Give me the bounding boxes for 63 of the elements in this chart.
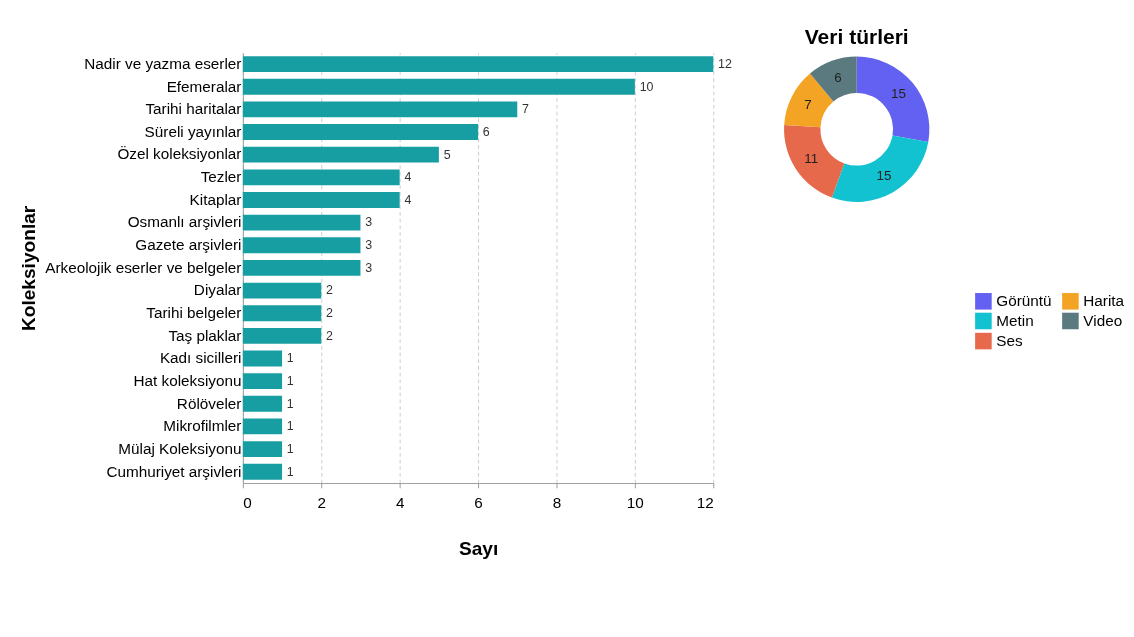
- data-label: 15: [876, 168, 892, 184]
- y-tick-label: Hat koleksiyonu: [133, 371, 242, 389]
- data-label: 2: [326, 283, 334, 298]
- data-label: 15: [891, 86, 906, 102]
- data-label: 4: [404, 170, 412, 185]
- data-label: 3: [365, 215, 373, 230]
- x-axis-title: Sayı: [458, 538, 499, 560]
- y-tick-label: Kitaplar: [189, 190, 242, 208]
- data-label: 7: [804, 96, 812, 112]
- y-tick-label: Tarihi belgeler: [146, 303, 242, 321]
- y-tick-label: Rölöveler: [176, 394, 242, 412]
- y-tick-label: Nadir ve yazma eserler: [84, 54, 242, 72]
- legend-label: Video: [1083, 311, 1123, 329]
- data-label: 1: [286, 464, 294, 479]
- data-label: 12: [718, 56, 732, 71]
- data-label: 1: [286, 351, 294, 366]
- data-label: 1: [286, 396, 294, 411]
- legend-label: Ses: [996, 331, 1023, 349]
- y-tick-label: Gazete arşivleri: [135, 236, 242, 254]
- data-label: 6: [482, 124, 490, 139]
- data-label: 2: [326, 306, 334, 321]
- donut-slice: [856, 56, 930, 142]
- donut-slice: [784, 125, 845, 198]
- y-tick-label: Cumhuriyet arşivleri: [106, 462, 242, 480]
- data-label: 2: [326, 328, 334, 343]
- y-tick-label: Efemeralar: [166, 77, 242, 95]
- y-tick-label: Mikrofilmler: [163, 417, 242, 435]
- x-tick-label: 12: [696, 494, 714, 512]
- y-axis-title: Koleksiyonlar: [17, 205, 39, 332]
- y-tick-label: Diyalar: [193, 281, 242, 299]
- x-tick-label: 6: [474, 494, 483, 512]
- y-tick-label: Mülaj Koleksiyonu: [118, 439, 242, 457]
- data-label: 1: [286, 419, 294, 434]
- data-label: 6: [834, 69, 842, 85]
- x-tick-label: 4: [395, 494, 405, 512]
- data-label: 5: [443, 147, 451, 162]
- data-label: 3: [365, 260, 373, 275]
- y-tick-label: Tarihi haritalar: [145, 100, 242, 118]
- x-tick-label: 10: [626, 494, 644, 512]
- x-tick-label: 2: [317, 494, 326, 512]
- data-label: 11: [804, 151, 819, 167]
- y-tick-label: Osmanlı arşivleri: [127, 213, 242, 231]
- data-label: 4: [404, 192, 412, 207]
- donut-slice: [831, 135, 929, 202]
- legend-label: Görüntü: [996, 292, 1052, 310]
- data-label: 7: [522, 102, 530, 117]
- x-tick-label: 0: [243, 494, 252, 512]
- y-tick-label: Özel koleksiyonlar: [117, 145, 242, 163]
- data-label: 1: [286, 441, 294, 456]
- data-label: 1: [286, 373, 294, 388]
- y-tick-label: Süreli yayınlar: [144, 122, 242, 140]
- data-label: 3: [365, 238, 373, 253]
- y-tick-label: Tezler: [200, 168, 242, 186]
- x-tick-label: 8: [552, 494, 562, 512]
- donut-slice: [784, 73, 834, 128]
- y-tick-label: Taş plaklar: [168, 326, 242, 344]
- chart-title: Veri türleri: [804, 25, 909, 49]
- y-tick-label: Kadı sicilleri: [159, 349, 242, 367]
- data-label: 10: [639, 79, 654, 94]
- legend-label: Metin: [996, 311, 1034, 329]
- legend-label: Harita: [1083, 292, 1125, 310]
- donut-slice: [810, 56, 857, 102]
- y-tick-label: Arkeolojik eserler ve belgeler: [45, 258, 242, 276]
